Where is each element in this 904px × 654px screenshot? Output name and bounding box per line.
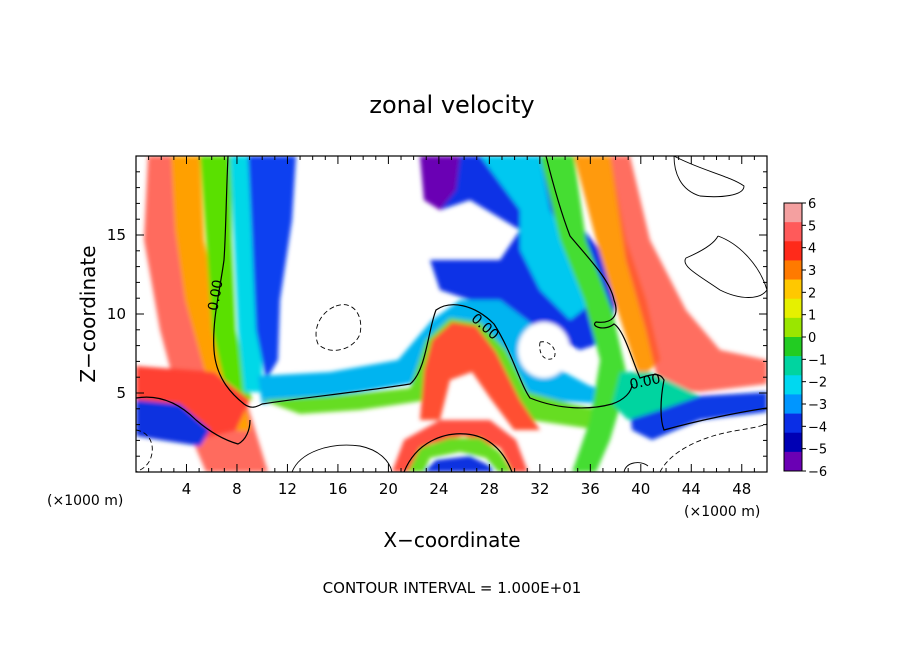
field-lower-left-blue	[136, 400, 210, 446]
colorbar-swatch	[784, 298, 802, 319]
colorbar-swatch	[784, 203, 802, 223]
x-tick-label: 44	[682, 480, 701, 498]
contour-zero-left	[213, 155, 633, 409]
colorbar-swatch	[784, 241, 802, 261]
colorbar-swatch	[784, 222, 802, 242]
x-axis: 4 8 12 16 20 24 28 32 36 40 44 48	[148, 156, 755, 498]
contour-zero-bottom-arch	[403, 433, 513, 473]
colorbar-tick-label: 2	[808, 286, 816, 301]
colorbar-tick-label: 3	[808, 264, 816, 279]
contour-negative-right-low	[659, 423, 768, 473]
field-hole-white	[518, 322, 570, 378]
colorbar-swatch	[784, 260, 802, 280]
contour-lines	[135, 155, 768, 473]
contour-label-right: 0.00	[628, 371, 662, 393]
contour-positive-right	[684, 235, 768, 298]
colorbar-tick-label: −4	[808, 420, 827, 435]
x-tick-label: 28	[480, 480, 499, 498]
contour-positive-lower	[291, 444, 393, 473]
field-band-right-red	[610, 156, 767, 392]
field-right-green-layer	[612, 372, 700, 420]
field-bottom-arch-red	[392, 420, 528, 472]
contour-label-left: 0.00	[205, 279, 226, 312]
field-band-left-cyan	[230, 156, 262, 392]
x-tick-label: 24	[429, 480, 448, 498]
colorbar-tick-label: 1	[808, 309, 816, 324]
contour-negative-hole	[539, 341, 556, 360]
chart-title: zonal velocity	[369, 91, 534, 119]
colorbar-swatch	[784, 451, 802, 472]
field-band-right-orange	[574, 156, 660, 380]
x-tick-label: 32	[530, 480, 549, 498]
plot-area: 0.00 0.00 0.00 4 8 12 16 20 24 28 32 36 40 44 48 51…	[107, 155, 768, 498]
colorbar-tick-label: −3	[808, 398, 827, 413]
field-band-left-green	[200, 156, 252, 400]
field-band-right-green	[540, 156, 628, 472]
field-arch-red	[420, 322, 540, 430]
y-tick-label: 15	[107, 226, 126, 244]
y-axis-label: Z−coordinate	[76, 245, 100, 382]
x-tick-label: 12	[278, 480, 297, 498]
field-bottom-arch-green	[408, 438, 512, 472]
velocity-field	[136, 156, 767, 472]
colorbar-swatch	[784, 317, 802, 338]
colorbar-swatch	[784, 279, 802, 300]
contour-zero-right	[545, 155, 768, 431]
colorbar-tick-label: −2	[808, 376, 827, 391]
contour-interval-note: CONTOUR INTERVAL = 1.000E+01	[323, 579, 582, 597]
colorbar-swatch	[784, 394, 802, 414]
colorbar-tick-label: 0	[808, 331, 816, 346]
field-central-layer-blue	[258, 300, 620, 404]
field-band-left-blue	[248, 156, 296, 380]
x-tick-label: 20	[379, 480, 398, 498]
contour-negative-left-low	[135, 429, 153, 473]
colorbar-tick-label: −5	[808, 443, 827, 458]
colorbar-tick-label: 4	[808, 242, 816, 257]
colorbar-tick-label: −6	[808, 465, 827, 480]
colorbar-tick-label: 6	[808, 197, 816, 212]
x-tick-label: 40	[631, 480, 650, 498]
x-axis-label: X−coordinate	[383, 528, 520, 552]
x-tick-label: 16	[328, 480, 347, 498]
colorbar-swatch	[784, 432, 802, 453]
x-tick-label: 48	[732, 480, 751, 498]
contour-positive-upper-right	[673, 155, 745, 198]
x-unit-left: (×1000 m)	[47, 493, 123, 509]
colorbar-tick-label: 5	[808, 219, 816, 234]
contour-zero-left-low	[135, 396, 251, 445]
colorbar-swatch	[784, 356, 802, 376]
colorbar-swatch	[784, 413, 802, 434]
y-tick-label: 10	[107, 305, 126, 323]
x-tick-label: 8	[232, 480, 242, 498]
x-tick-label: 36	[581, 480, 600, 498]
y-axis: 5 10 15	[107, 171, 767, 457]
x-tick-label: 4	[182, 480, 192, 498]
field-right-cyan-core	[480, 156, 596, 320]
x-unit-right: (×1000 m)	[684, 504, 760, 520]
colorbar: 6 5 4 3 2 1 0 −1 −2 −3 −4 −5 −6	[783, 197, 827, 480]
colorbar-tick-label: −1	[808, 353, 827, 368]
y-tick-label: 5	[116, 384, 126, 402]
colorbar-swatch	[784, 375, 802, 395]
colorbar-swatch	[784, 337, 802, 357]
field-right-purple-edge	[420, 156, 460, 210]
contour-positive-bottom-right	[623, 462, 649, 473]
